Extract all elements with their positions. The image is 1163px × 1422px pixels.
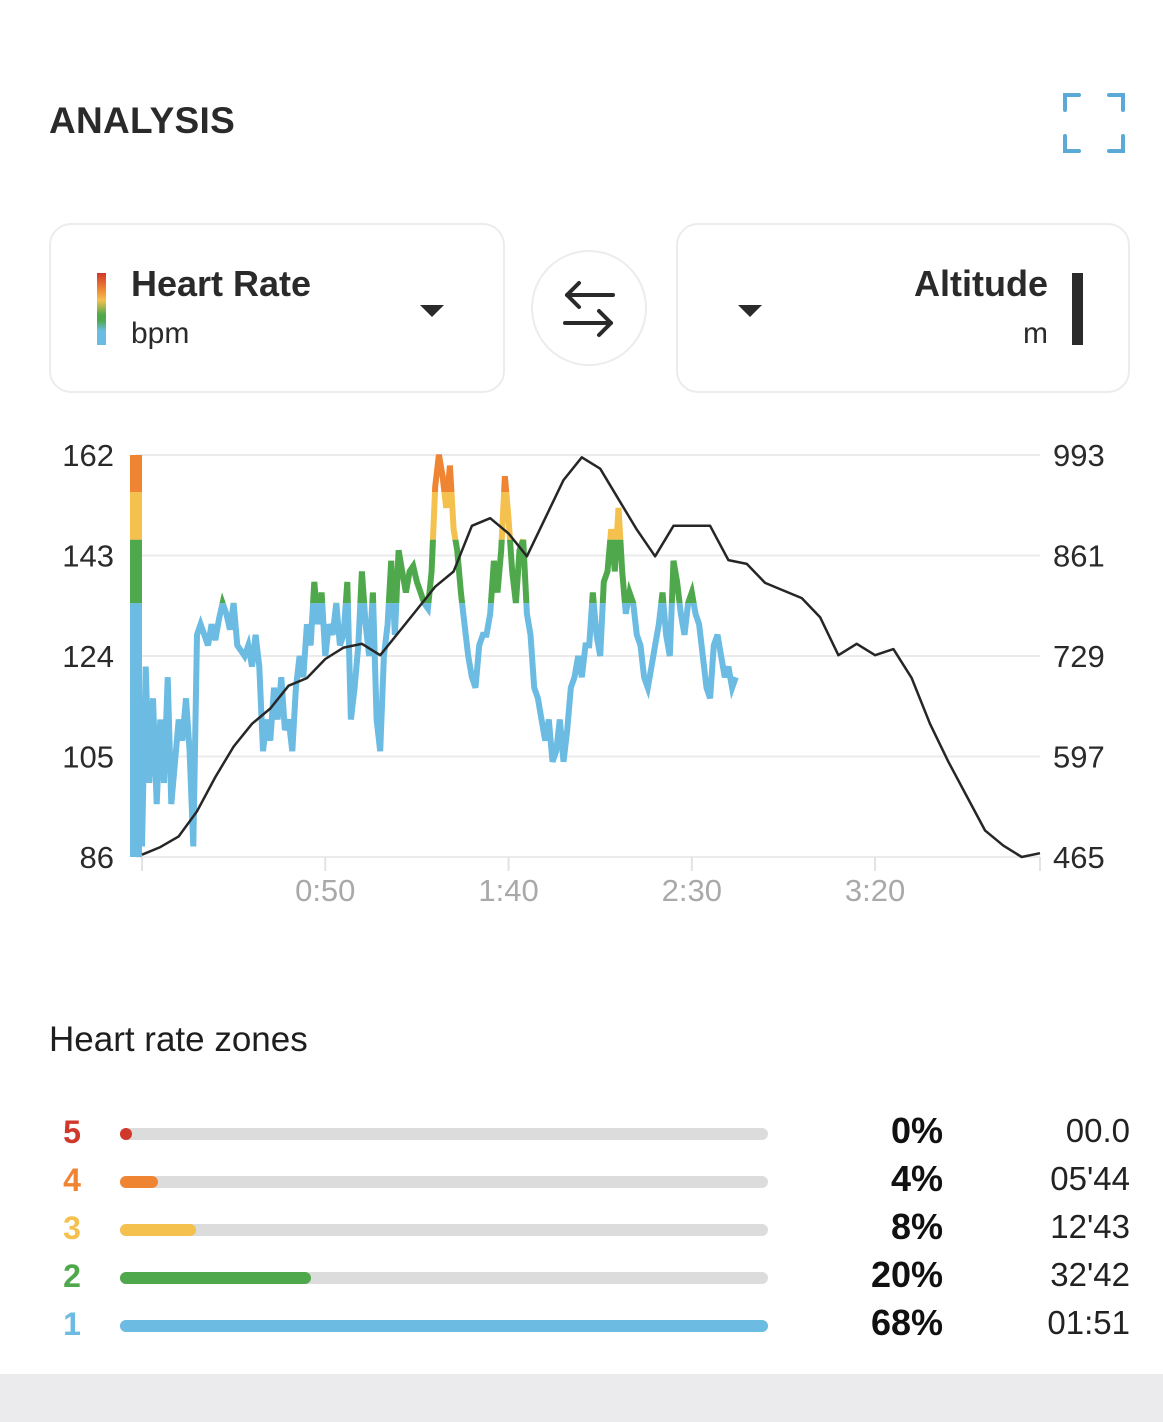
y-right-tick-label: 993 <box>1053 438 1105 473</box>
y-left-tick-label: 143 <box>62 539 114 574</box>
swap-metrics-button[interactable] <box>531 250 647 366</box>
y-axis-left: 162 143 124 105 86 <box>62 438 114 875</box>
zone-percent: 0% <box>890 1110 943 1151</box>
swap-arrows-icon <box>563 281 615 337</box>
zone-time: 12'43 <box>1050 1208 1130 1245</box>
zone-percent: 4% <box>890 1158 943 1199</box>
zone-number: 2 <box>63 1258 81 1294</box>
y-left-tick-label: 162 <box>62 438 114 473</box>
x-tick-label: 1:40 <box>478 873 538 908</box>
hr-zone-stripe-1 <box>130 603 142 857</box>
zones-title: Heart rate zones <box>49 1020 308 1059</box>
zone-number: 1 <box>63 1306 81 1342</box>
zone-number: 5 <box>63 1114 81 1150</box>
zone-progress-track <box>120 1272 768 1284</box>
analysis-chart[interactable]: 162 143 124 105 86 993 861 729 597 465 0:50 1:40 2… <box>0 430 1163 930</box>
x-tick-label: 3:20 <box>845 873 905 908</box>
zone-row-1: 1 68% 01:51 <box>0 1302 1163 1346</box>
chevron-down-icon[interactable] <box>420 305 444 317</box>
zone-progress-fill <box>120 1320 768 1332</box>
y-axis-right: 993 861 729 597 465 <box>1053 438 1105 875</box>
hr-zone-legend <box>97 273 106 345</box>
expand-button[interactable] <box>1062 92 1126 154</box>
hr-line-zone-4 <box>431 455 510 493</box>
zone-progress-fill <box>120 1128 132 1140</box>
page-title: ANALYSIS <box>49 100 236 141</box>
y-left-tick-label: 86 <box>80 840 114 875</box>
hr-line-zone-2 <box>219 539 697 604</box>
zone-progress-track <box>120 1128 768 1140</box>
x-axis: 0:50 1:40 2:30 3:20 <box>141 857 1041 908</box>
right-metric-unit: m <box>1023 317 1048 350</box>
zone-number: 3 <box>63 1210 81 1246</box>
hr-zone-stripe-2 <box>130 539 142 604</box>
zone-progress-fill <box>120 1224 197 1236</box>
right-metric-selector[interactable]: Altitude m <box>676 223 1130 393</box>
x-tick-label: 0:50 <box>295 873 355 908</box>
altitude-line <box>141 456 1041 859</box>
hr-line-zone-1 <box>139 603 739 847</box>
altitude-series <box>141 456 1041 859</box>
zone-number: 4 <box>63 1162 81 1198</box>
y-right-tick-label: 861 <box>1053 539 1105 574</box>
x-tick-label: 2:30 <box>662 873 722 908</box>
y-right-tick-label: 597 <box>1053 740 1105 775</box>
footer-bar <box>0 1374 1163 1422</box>
zone-progress-track <box>120 1320 768 1332</box>
left-metric-selector[interactable]: Heart Rate bpm <box>49 223 505 393</box>
zone-time: 00.0 <box>1065 1112 1130 1149</box>
zone-row-3: 3 8% 12'43 <box>0 1206 1163 1250</box>
zone-row-4: 4 4% 05'44 <box>0 1158 1163 1202</box>
zone-time: 05'44 <box>1050 1160 1130 1197</box>
left-metric-unit: bpm <box>131 317 190 350</box>
zone-time: 32'42 <box>1050 1256 1130 1293</box>
zone-row-5: 5 0% 00.0 <box>0 1110 1163 1154</box>
right-metric-name: Altitude <box>914 263 1048 304</box>
left-metric-name: Heart Rate <box>131 263 312 304</box>
zone-time: 01:51 <box>1047 1304 1130 1341</box>
altitude-line-legend <box>1072 273 1083 345</box>
zone-row-2: 2 20% 32'42 <box>0 1254 1163 1298</box>
hr-line-zone-3 <box>429 492 624 540</box>
zone-percent: 68% <box>870 1302 943 1343</box>
zone-percent: 8% <box>890 1206 943 1247</box>
zone-percent: 20% <box>870 1254 943 1295</box>
hr-line-zone-5 <box>435 454 442 455</box>
expand-icon <box>1063 93 1125 153</box>
y-left-tick-label: 105 <box>62 740 114 775</box>
zone-progress-fill <box>120 1176 159 1188</box>
zone-progress-track <box>120 1176 768 1188</box>
chevron-down-icon[interactable] <box>738 305 762 317</box>
hr-zone-stripe-4 <box>130 455 142 493</box>
zone-progress-fill <box>120 1272 311 1284</box>
grid-lines <box>136 454 1040 858</box>
hr-zone-stripe-3 <box>130 492 142 540</box>
zone-progress-track <box>120 1224 768 1236</box>
y-left-tick-label: 124 <box>62 639 114 674</box>
y-right-tick-label: 729 <box>1053 639 1105 674</box>
y-right-tick-label: 465 <box>1053 840 1105 875</box>
heart-rate-series <box>130 454 739 857</box>
